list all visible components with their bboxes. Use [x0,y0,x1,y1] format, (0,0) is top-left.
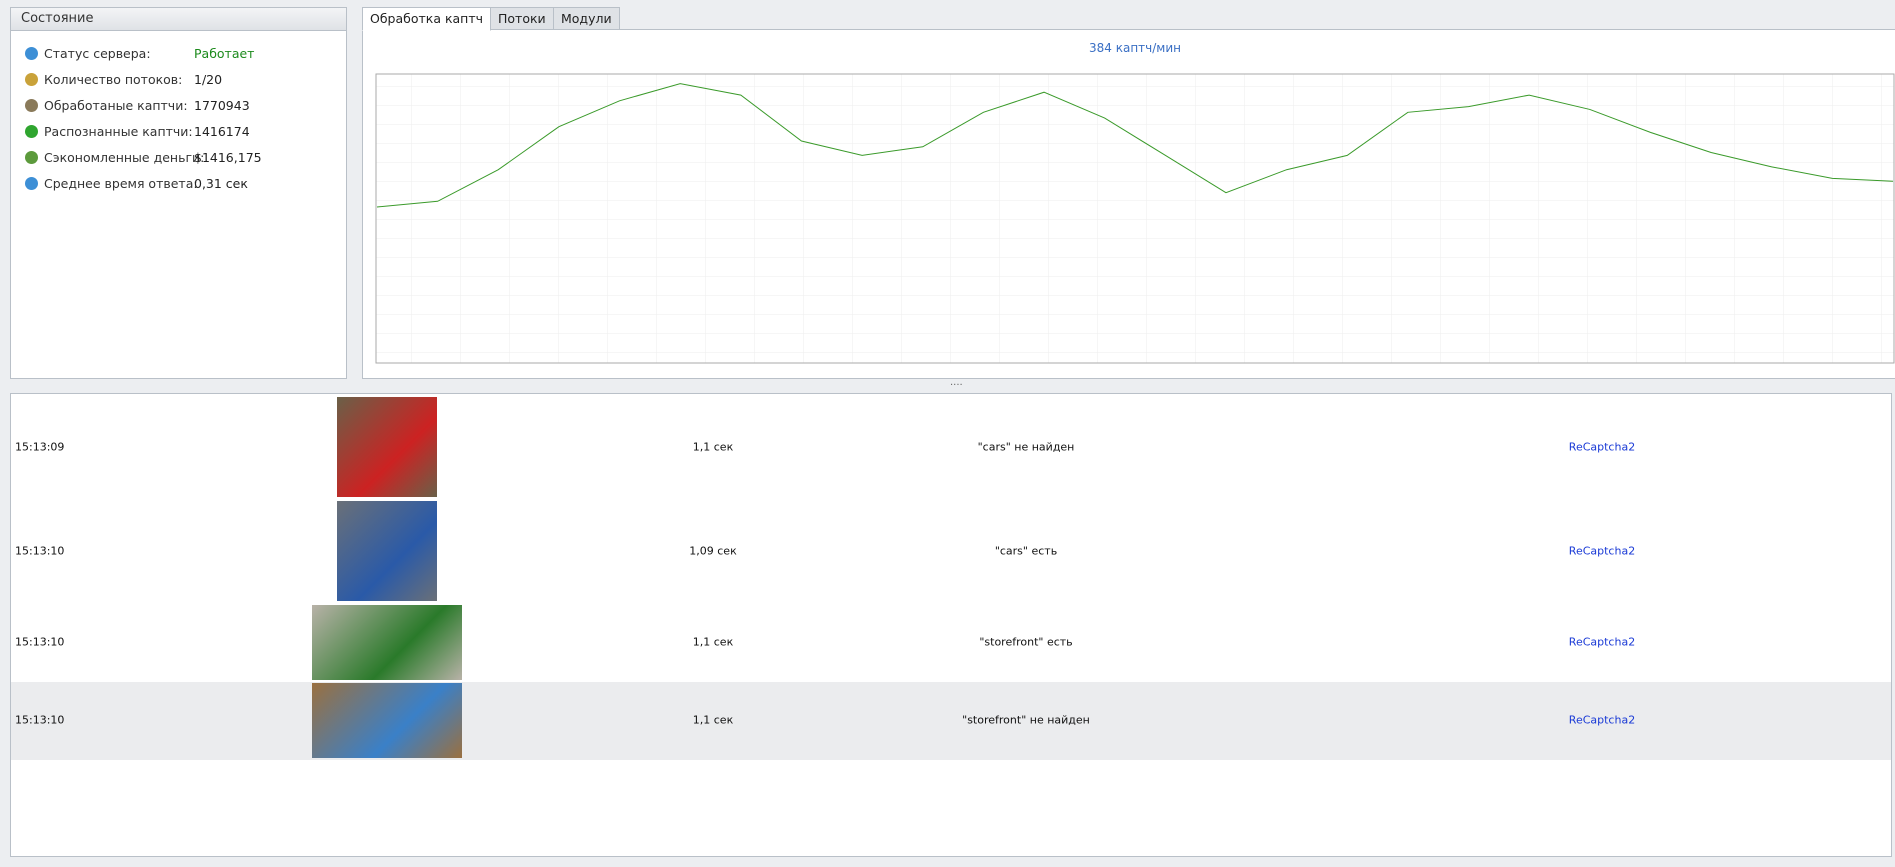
status-row: Распознанные каптчи: [25,124,193,139]
status-row: Сэкономленные деньги: [25,150,204,165]
chart-panel: 384 каптч/мин [362,29,1895,379]
panel-title: Состояние [11,8,346,31]
result-cell: "storefront" есть [979,635,1073,649]
status-value: 0,31 сек [194,176,248,191]
duration-cell: 1,1 сек [692,713,734,727]
tab[interactable]: Потоки [490,7,554,31]
status-icon [25,151,38,164]
status-value: 1770943 [194,98,250,113]
result-cell: "cars" не найден [977,440,1075,454]
time-cell: 15:13:10 [15,713,65,727]
module-link[interactable]: ReCaptcha2 [1568,440,1636,454]
captcha-image [312,682,462,758]
tab[interactable]: Модули [553,7,620,31]
status-label: Среднее время ответа: [44,176,198,191]
plot-area [375,73,1895,364]
chart: 384 каптч/мин [375,41,1895,364]
status-label: Статус сервера: [44,46,151,61]
status-icon [25,125,38,138]
duration-cell: 1,1 сек [692,635,734,649]
status-row: Количество потоков: [25,72,182,87]
status-icon [25,47,38,60]
captcha-image [337,397,437,497]
duration-cell: 1,09 сек [689,544,737,558]
status-label: Распознанные каптчи: [44,124,193,139]
time-cell: 15:13:10 [15,635,65,649]
duration-cell: 1,1 сек [692,440,734,454]
status-value: $1416,175 [194,150,262,165]
status-value: 1416174 [194,124,250,139]
log-table: 15:13:09 1,1 сек "cars" не найден ReCaptcha… [10,393,1892,857]
status-icon [25,177,38,190]
captcha-image [337,501,437,601]
status-value: Работает [194,46,255,61]
status-label: Сэкономленные деньги: [44,150,205,165]
chart-title: 384 каптч/мин [1089,41,1181,55]
module-link[interactable]: ReCaptcha2 [1568,713,1636,727]
time-cell: 15:13:10 [15,544,65,558]
status-row: Обработаные каптчи: [25,98,188,113]
status-label: Количество потоков: [44,72,183,87]
status-icon [25,99,38,112]
tab[interactable]: Обработка каптч [362,7,492,31]
result-cell: "storefront" не найден [962,713,1090,727]
status-panel: Состояние Статус сервера: Работает Количес… [10,7,347,379]
status-icon [25,73,38,86]
result-cell: "cars" есть [994,544,1058,558]
time-cell: 15:13:09 [15,440,65,454]
status-row: Статус сервера: [25,46,151,61]
status-row: Среднее время ответа: [25,176,198,191]
module-link[interactable]: ReCaptcha2 [1568,544,1636,558]
status-label: Обработаные каптчи: [44,98,188,113]
module-link[interactable]: ReCaptcha2 [1568,635,1636,649]
data-line [376,83,1894,208]
status-value: 1/20 [194,72,223,87]
captcha-image [312,604,462,680]
splitter: ···· [950,380,963,391]
